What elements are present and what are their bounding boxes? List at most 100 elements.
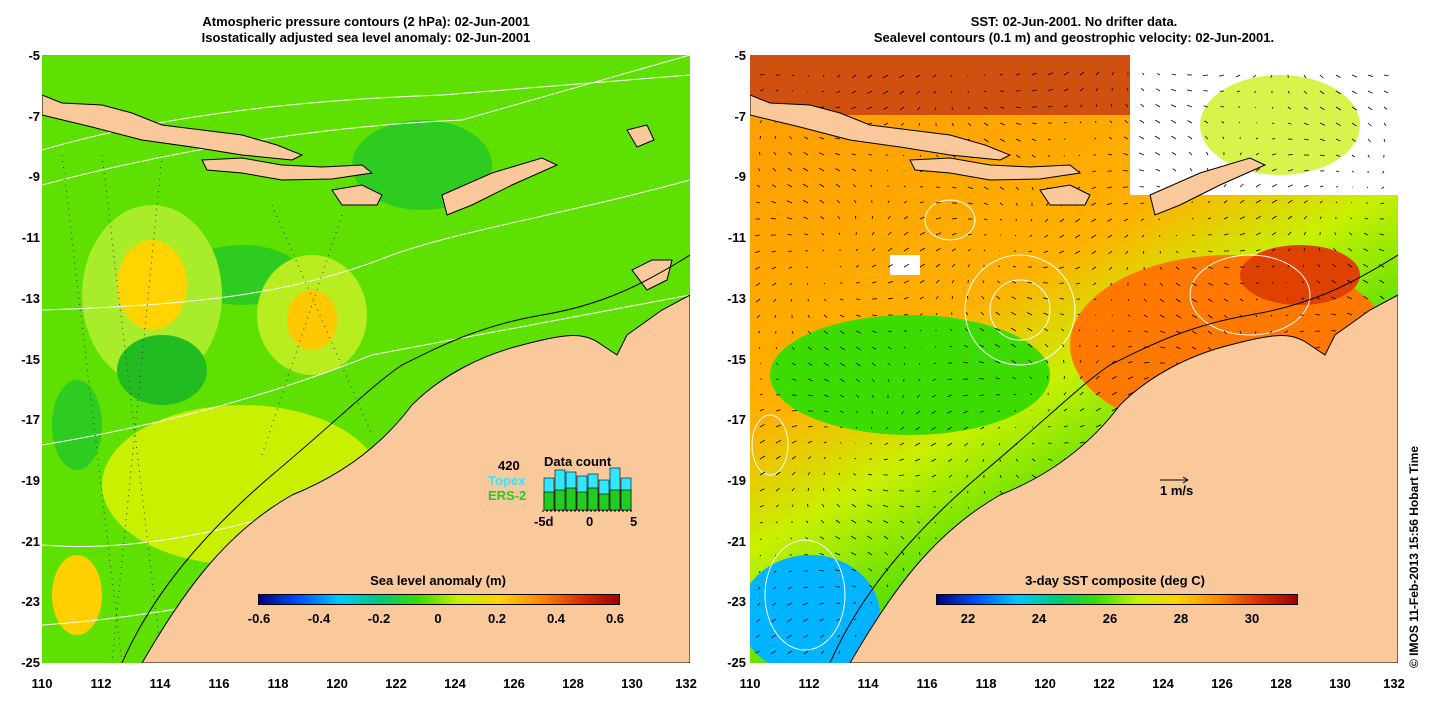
velocity-arrow [791,346,795,350]
velocity-arrow [980,426,985,430]
velocity-arrow [759,152,761,156]
velocity-arrow [1207,282,1214,286]
inset-xtick: 0 [586,514,594,529]
velocity-arrow [1030,218,1033,222]
velocity-arrow [836,503,841,508]
velocity-arrow [1314,346,1321,349]
velocity-arrow [995,377,1001,380]
velocity-arrow [967,106,971,110]
velocity-arrow [823,456,826,460]
velocity-arrow [791,378,797,381]
velocity-arrow [997,280,1001,284]
velocity-arrow [1140,103,1145,108]
inset-max-count: 420 [498,458,520,473]
velocity-arrow [933,90,937,94]
velocity-arrow [866,106,873,110]
velocity-arrow [791,440,797,444]
velocity-arrow [978,361,985,364]
velocity-arrow [1271,265,1275,268]
velocity-arrow [1139,119,1145,124]
velocity-arrow [1205,136,1209,140]
velocity-arrow [935,312,938,316]
velocity-arrow [835,519,841,524]
velocity-arrow [967,122,972,127]
velocity-arrow [919,313,923,316]
velocity-arrow [899,90,905,95]
velocity-arrow [997,426,1001,429]
velocity-arrow [915,426,921,431]
velocity-arrow [1186,104,1193,108]
velocity-arrow [790,298,793,302]
velocity-arrow [887,378,890,383]
velocity-arrow [839,410,844,413]
velocity-arrow [1142,72,1145,76]
velocity-arrow [1347,263,1353,268]
velocity-arrow [804,553,809,556]
sst-map: 1 m/s [750,55,1398,663]
velocity-arrow [804,233,809,236]
velocity-arrow [930,442,937,447]
velocity-arrow [836,199,841,204]
right-x-tick: 120 [1034,676,1056,691]
velocity-arrow [983,218,988,221]
velocity-arrow [759,135,761,140]
velocity-arrow [1156,73,1161,76]
velocity-arrow [900,426,905,431]
velocity-arrow [1255,137,1259,140]
velocity-arrow [867,488,873,492]
velocity-arrow [755,282,761,287]
velocity-arrow [786,634,793,639]
velocity-arrow [807,487,810,492]
velocity-arrow [1047,458,1053,461]
velocity-arrow [770,650,777,654]
velocity-arrow [1010,343,1017,348]
velocity-arrow [1207,250,1213,252]
velocity-arrow [982,280,985,284]
velocity-arrow [835,106,841,109]
velocity-arrow [935,296,939,300]
velocity-arrow [931,410,937,415]
velocity-arrow [823,282,826,285]
land-australia [141,294,690,663]
right-x-tick: 130 [1329,676,1351,691]
velocity-arrow [1319,138,1326,142]
velocity-arrow [759,362,761,365]
velocity-arrow [1362,295,1369,300]
land-sumba [1039,184,1091,206]
velocity-arrow [1127,346,1133,348]
velocity-arrow [1015,138,1021,142]
velocity-arrow [1255,168,1261,172]
velocity-arrow [1287,122,1292,125]
velocity-arrow [757,602,761,607]
left-x-tick: 124 [444,676,466,691]
velocity-arrow [950,90,953,94]
inset-xtick: -5d [534,514,554,529]
velocity-arrow [775,439,782,444]
velocity-arrow [757,330,761,334]
velocity-arrow [1382,170,1385,174]
velocity-arrow [836,90,841,94]
velocity-arrow [1351,202,1353,204]
velocity-arrow [919,552,921,556]
velocity-arrow [775,521,778,524]
velocity-arrow [1175,234,1178,237]
velocity-arrow [1362,279,1369,284]
velocity-arrow [1238,121,1241,124]
velocity-arrow [1030,393,1033,396]
inset-bar-ers2 [543,491,555,511]
velocity-arrow [807,471,811,476]
velocity-arrow [1123,218,1129,222]
velocity-arrow [1140,218,1145,221]
velocity-arrow [850,552,857,556]
velocity-arrow [1063,71,1070,76]
velocity-arrow [821,503,825,508]
velocity-arrow [759,393,763,396]
velocity-arrow [1031,138,1037,142]
velocity-arrow [1063,122,1067,124]
velocity-arrow [855,314,861,317]
velocity-arrow [1159,282,1164,287]
velocity-arrow [983,202,989,205]
velocity-arrow [1172,168,1177,172]
velocity-arrow [1239,232,1246,236]
right-x-tick: 126 [1211,676,1233,691]
